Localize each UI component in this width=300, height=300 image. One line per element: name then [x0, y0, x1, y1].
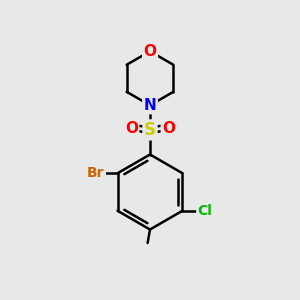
Text: O: O [162, 121, 175, 136]
Text: O: O [125, 121, 138, 136]
Text: O: O [143, 44, 157, 59]
Text: Br: Br [87, 166, 105, 180]
Text: S: S [144, 121, 156, 139]
Text: N: N [144, 98, 156, 113]
Text: Cl: Cl [197, 204, 212, 218]
